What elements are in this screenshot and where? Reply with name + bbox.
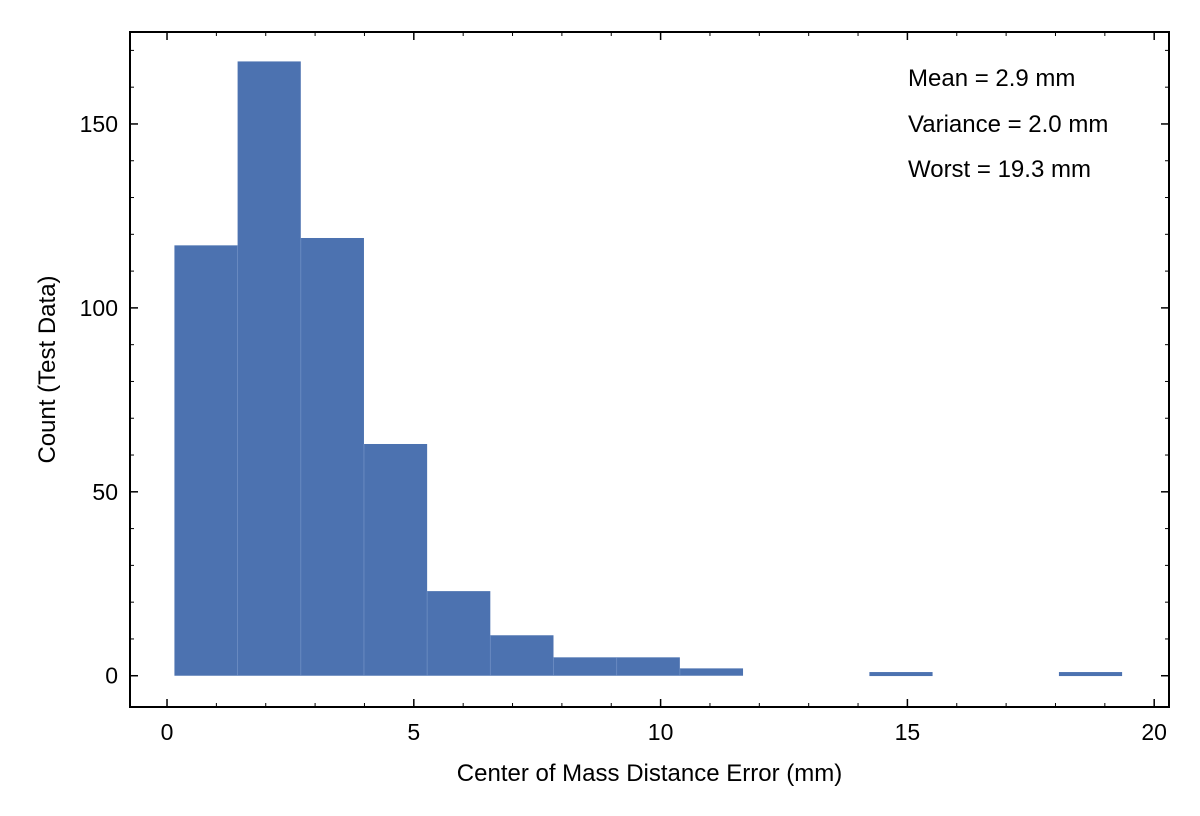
histogram-bar-2 [300, 237, 364, 676]
histogram-bar-6 [553, 657, 617, 676]
plot-frame [129, 31, 1170, 708]
x-tick-label: 10 [648, 719, 674, 745]
histogram-bar-11 [869, 672, 933, 677]
histogram-bar-7 [616, 657, 680, 676]
annotation-worst: Worst = 19.3 mm [908, 156, 1091, 183]
x-tick-label: 15 [895, 719, 921, 745]
bars-group [174, 61, 1123, 677]
tick-labels-group: 0 5 10 15 20 0 50 100 150 [80, 111, 1167, 745]
y-tick-label: 0 [105, 663, 118, 689]
x-tick-label: 5 [407, 719, 420, 745]
y-tick-label: 150 [80, 111, 118, 137]
annotation-variance: Variance = 2.0 mm [908, 111, 1108, 138]
x-tick-label: 0 [161, 719, 174, 745]
histogram-bar-1 [237, 61, 301, 676]
x-axis-label: Center of Mass Distance Error (mm) [457, 760, 842, 787]
y-tick-label: 50 [92, 479, 118, 505]
histogram-bar-14 [1058, 672, 1123, 677]
y-axis-label: Count (Test Data) [34, 275, 61, 463]
histogram-bar-0 [174, 245, 238, 676]
histogram-bar-5 [490, 635, 554, 676]
annotation-mean: Mean = 2.9 mm [908, 65, 1075, 92]
histogram-bar-8 [679, 668, 744, 676]
y-tick-label: 100 [80, 295, 118, 321]
x-tick-label: 20 [1141, 719, 1167, 745]
histogram-bar-4 [427, 591, 491, 676]
histogram-bar-3 [363, 443, 428, 676]
